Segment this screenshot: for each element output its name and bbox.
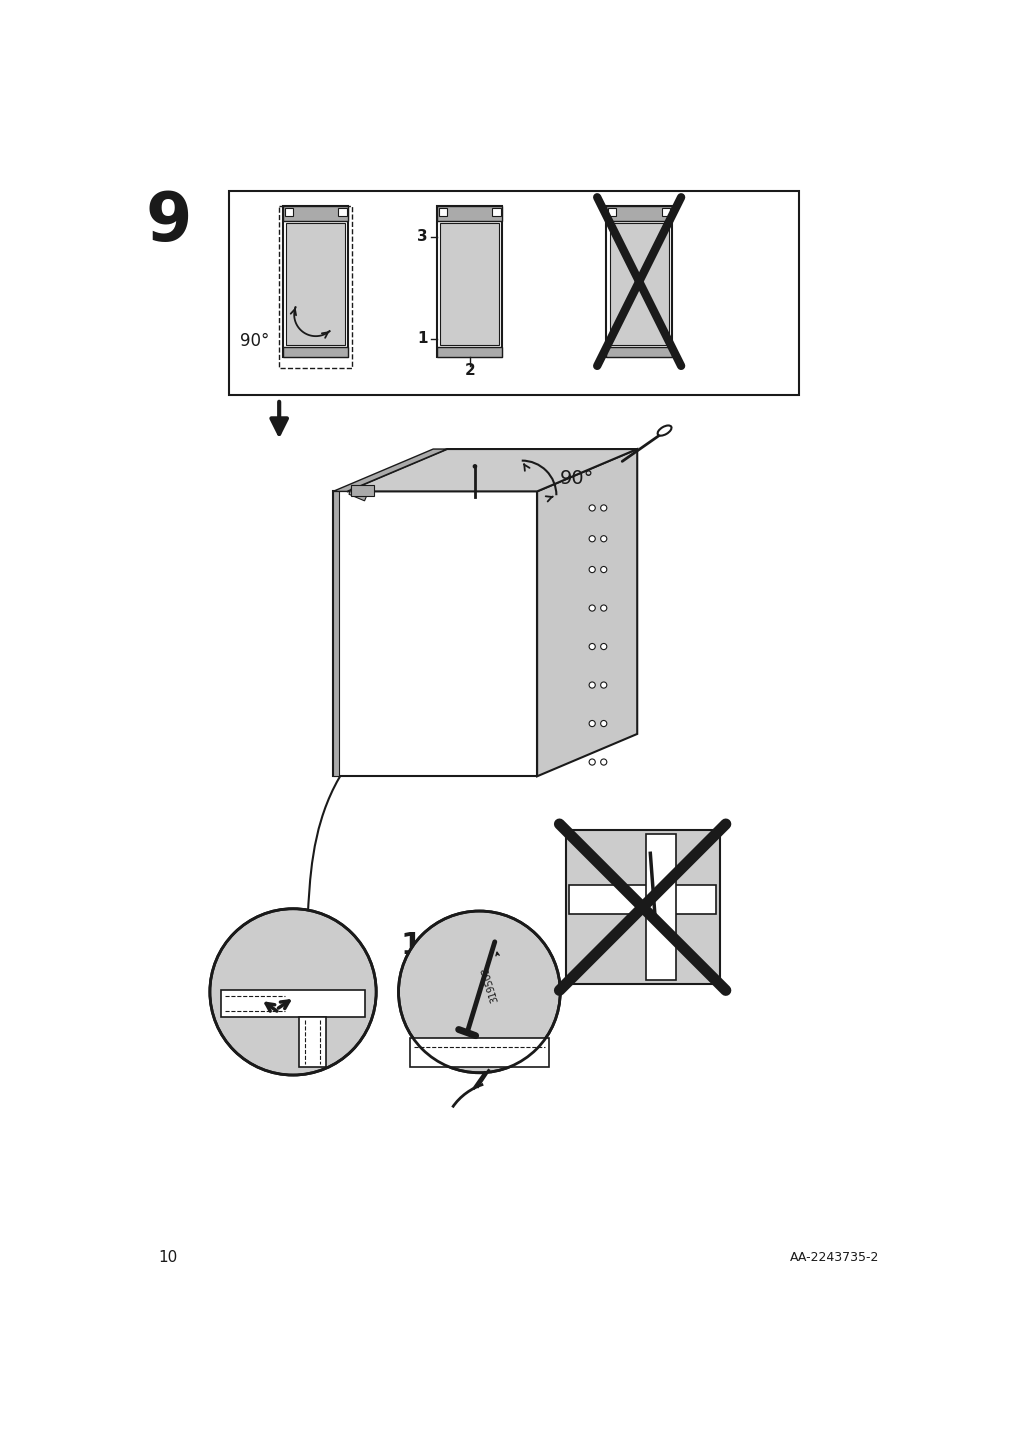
Text: 1x: 1x bbox=[400, 931, 441, 961]
Bar bbox=[283, 347, 348, 357]
Text: 90°: 90° bbox=[240, 332, 269, 351]
Bar bbox=[279, 206, 352, 368]
Bar bbox=[646, 833, 675, 981]
Bar bbox=[569, 885, 715, 914]
Circle shape bbox=[588, 505, 594, 511]
Bar bbox=[608, 208, 616, 216]
Bar bbox=[437, 206, 502, 357]
Bar bbox=[283, 206, 348, 221]
Circle shape bbox=[601, 682, 607, 689]
Bar bbox=[351, 485, 373, 495]
Circle shape bbox=[588, 567, 594, 573]
Bar bbox=[333, 491, 339, 776]
Circle shape bbox=[588, 682, 594, 689]
Circle shape bbox=[588, 536, 594, 541]
Bar bbox=[283, 206, 348, 357]
Polygon shape bbox=[333, 491, 537, 776]
Circle shape bbox=[472, 464, 477, 468]
Text: 9: 9 bbox=[146, 189, 192, 255]
Bar bbox=[606, 347, 671, 357]
Polygon shape bbox=[537, 450, 637, 776]
Text: 1: 1 bbox=[417, 331, 428, 347]
Circle shape bbox=[588, 720, 594, 726]
Bar bbox=[438, 208, 447, 216]
Circle shape bbox=[601, 604, 607, 611]
Bar bbox=[437, 206, 502, 221]
Text: 3: 3 bbox=[417, 229, 428, 243]
Circle shape bbox=[588, 643, 594, 650]
Circle shape bbox=[601, 536, 607, 541]
Circle shape bbox=[601, 505, 607, 511]
Text: 2: 2 bbox=[464, 362, 474, 378]
Text: 90°: 90° bbox=[560, 468, 594, 488]
Bar bbox=[437, 347, 502, 357]
Bar bbox=[286, 222, 345, 345]
Bar bbox=[661, 208, 669, 216]
Bar bbox=[221, 991, 364, 1017]
Circle shape bbox=[588, 604, 594, 611]
Bar bbox=[492, 208, 500, 216]
Text: 319503: 319503 bbox=[480, 965, 500, 1004]
Circle shape bbox=[588, 759, 594, 765]
Ellipse shape bbox=[657, 425, 671, 435]
Bar bbox=[565, 831, 719, 984]
Circle shape bbox=[601, 643, 607, 650]
Bar bbox=[609, 222, 668, 345]
Circle shape bbox=[209, 909, 376, 1075]
Circle shape bbox=[601, 759, 607, 765]
Polygon shape bbox=[333, 450, 447, 491]
Text: AA-2243735-2: AA-2243735-2 bbox=[790, 1252, 879, 1264]
Bar bbox=[606, 206, 671, 221]
Bar bbox=[349, 487, 367, 501]
Circle shape bbox=[601, 567, 607, 573]
Bar bbox=[606, 206, 671, 357]
Circle shape bbox=[601, 720, 607, 726]
Bar bbox=[440, 222, 498, 345]
Bar bbox=[338, 208, 347, 216]
Bar bbox=[228, 190, 798, 395]
Bar bbox=[409, 1038, 548, 1067]
Bar bbox=[284, 208, 293, 216]
Bar bbox=[299, 1017, 326, 1067]
Text: 10: 10 bbox=[158, 1250, 177, 1264]
Polygon shape bbox=[347, 450, 637, 491]
Circle shape bbox=[398, 911, 560, 1073]
